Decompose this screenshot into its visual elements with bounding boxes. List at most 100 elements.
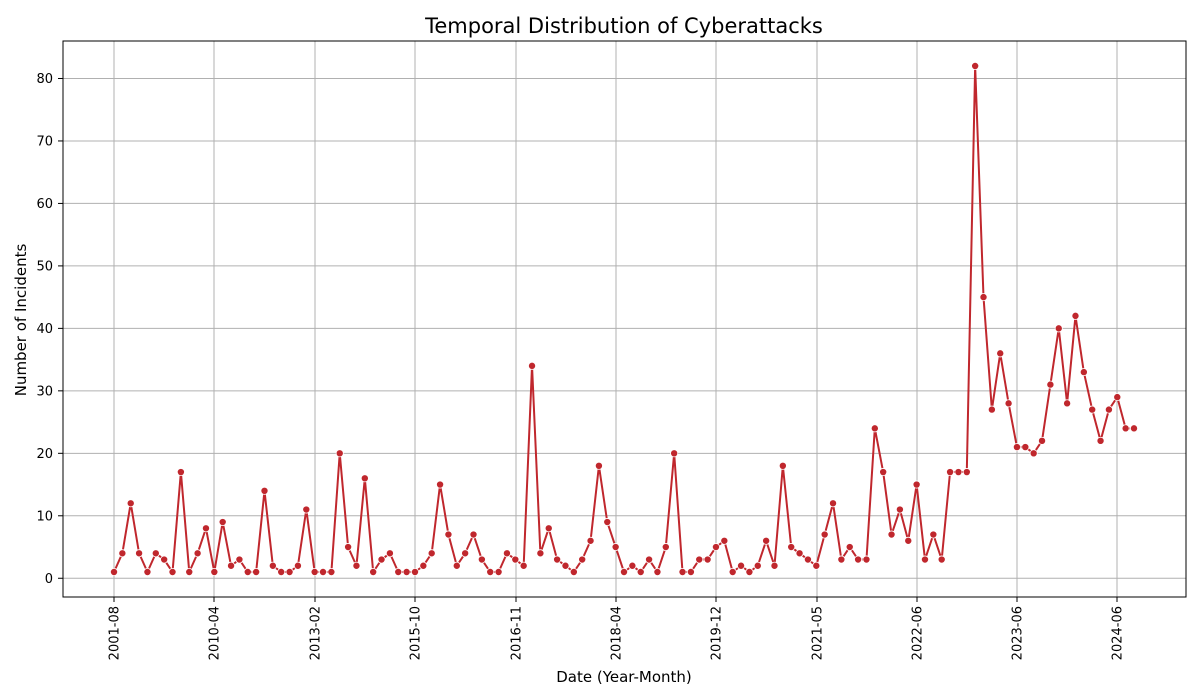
data-point [402, 568, 411, 577]
data-point [586, 536, 595, 545]
data-point [410, 568, 419, 577]
data-point [486, 568, 495, 577]
data-point [394, 568, 403, 577]
y-tick-label: 80 [36, 72, 53, 87]
data-point [377, 555, 386, 564]
data-point [645, 555, 654, 564]
data-point [737, 561, 746, 570]
data-point [469, 530, 478, 539]
data-point [653, 568, 662, 577]
data-point [310, 568, 319, 577]
data-point [1029, 449, 1038, 458]
data-point [327, 568, 336, 577]
x-tick-label: 2016-11 [510, 606, 525, 660]
data-point [1088, 405, 1097, 414]
data-point [912, 480, 921, 489]
data-point [151, 549, 160, 558]
data-point [979, 293, 988, 302]
data-points [110, 61, 1139, 577]
data-point [1096, 436, 1105, 445]
data-point [987, 405, 996, 414]
data-point [946, 468, 955, 477]
data-point [1079, 368, 1088, 377]
data-point [720, 536, 729, 545]
data-point [887, 530, 896, 539]
data-point [1021, 443, 1030, 452]
data-point [962, 468, 971, 477]
data-point [895, 505, 904, 514]
data-point [502, 549, 511, 558]
data-point [1046, 380, 1055, 389]
data-point [770, 561, 779, 570]
data-point [143, 568, 152, 577]
data-point [1054, 324, 1063, 333]
data-point [879, 468, 888, 477]
x-tick-label: 2019-12 [710, 606, 725, 660]
data-point [904, 536, 913, 545]
data-point [218, 518, 227, 527]
data-point [511, 555, 520, 564]
data-point [845, 543, 854, 552]
data-point [594, 461, 603, 470]
data-point [854, 555, 863, 564]
x-tick-label: 2018-04 [610, 606, 625, 660]
data-point [201, 524, 210, 533]
x-tick-label: 2022-06 [911, 606, 926, 660]
data-point [661, 543, 670, 552]
data-point [954, 468, 963, 477]
data-point [862, 555, 871, 564]
data-point [260, 486, 269, 495]
data-point [787, 543, 796, 552]
data-point [319, 568, 328, 577]
data-point [837, 555, 846, 564]
x-tick-label: 2015-10 [409, 606, 424, 660]
data-point [1130, 424, 1139, 433]
data-point [1004, 399, 1013, 408]
data-point [996, 349, 1005, 358]
data-point [578, 555, 587, 564]
data-point [620, 568, 629, 577]
data-point [1038, 436, 1047, 445]
data-point [1104, 405, 1113, 414]
data-point [126, 499, 135, 508]
data-point [1071, 311, 1080, 320]
data-point [686, 568, 695, 577]
y-tick-label: 0 [45, 572, 53, 587]
data-point [544, 524, 553, 533]
data-point [268, 561, 277, 570]
data-point [227, 561, 236, 570]
data-point [461, 549, 470, 558]
data-point [252, 568, 261, 577]
data-point [477, 555, 486, 564]
y-tick-label: 40 [36, 322, 53, 337]
data-point [628, 561, 637, 570]
x-axis-title: Date (Year-Month) [556, 668, 692, 686]
data-point [352, 561, 361, 570]
y-tick-label: 50 [36, 259, 53, 274]
data-point [728, 568, 737, 577]
y-tick-label: 10 [36, 509, 53, 524]
data-point [360, 474, 369, 483]
data-point [753, 561, 762, 570]
data-point [210, 568, 219, 577]
x-tick-label: 2013-02 [309, 606, 324, 660]
data-point [569, 568, 578, 577]
data-point [293, 561, 302, 570]
data-point [135, 549, 144, 558]
data-point [929, 530, 938, 539]
data-point [695, 555, 704, 564]
y-axis-title: Number of Incidents [12, 244, 30, 397]
data-point [603, 518, 612, 527]
data-point [235, 555, 244, 564]
y-axis-ticks: 0 10 20 30 40 50 60 70 80 [36, 72, 63, 587]
data-point [285, 568, 294, 577]
data-point [536, 549, 545, 558]
chart-title: Temporal Distribution of Cyberattacks [424, 14, 823, 38]
data-point [1063, 399, 1072, 408]
y-tick-label: 70 [36, 134, 53, 149]
y-tick-label: 20 [36, 447, 53, 462]
data-point [803, 555, 812, 564]
data-point [670, 449, 679, 458]
data-point [193, 549, 202, 558]
